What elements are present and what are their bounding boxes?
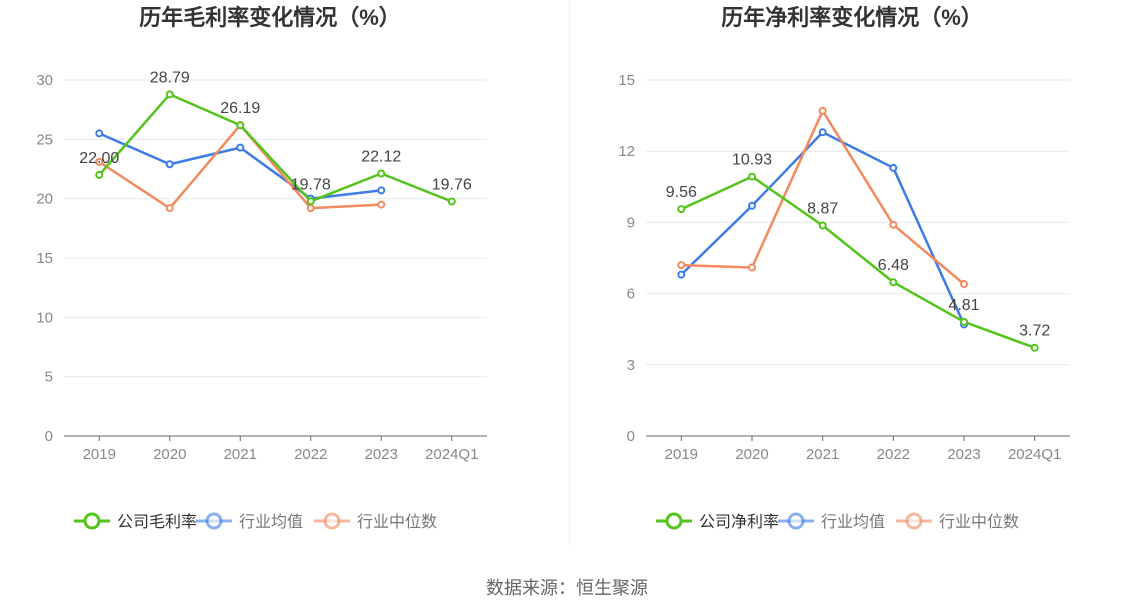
- data-label: 19.78: [291, 176, 331, 193]
- legend-item: 行业中位数: [314, 512, 437, 531]
- data-point: [960, 280, 968, 289]
- data-point: [306, 204, 315, 213]
- chart-divider: [569, 0, 570, 545]
- data-point: [677, 261, 686, 270]
- data-label: 26.19: [220, 100, 260, 117]
- x-tick-label: 2020: [153, 446, 186, 463]
- x-tick-label: 2022: [877, 446, 910, 463]
- legend-marker: [205, 512, 223, 530]
- net-margin-chart: 历年净利率变化情况（%） 0 3 6 9 12 15 2019 2020 2021 2022 2023…: [618, 5, 1070, 531]
- legend-marker: [665, 512, 683, 530]
- y-tick-label: 15: [36, 250, 53, 267]
- y-tick-label: 15: [618, 72, 635, 89]
- y-tick-label: 12: [618, 143, 635, 160]
- y-tick-label: 5: [45, 369, 53, 386]
- series-line: [98, 93, 453, 203]
- data-point: [95, 170, 104, 179]
- x-tick-label: 2019: [665, 446, 698, 463]
- data-point: [377, 200, 386, 209]
- data-point: [889, 163, 898, 172]
- legend-item: 公司净利率: [656, 512, 779, 531]
- data-point: [889, 220, 898, 229]
- data-point: [818, 106, 827, 115]
- x-tick-label: 2022: [294, 446, 327, 463]
- legend-marker: [323, 512, 341, 530]
- data-point: [306, 197, 315, 206]
- data-point: [748, 201, 756, 210]
- data-label: 22.12: [361, 149, 401, 166]
- data-point: [95, 129, 104, 138]
- y-tick-label: 3: [627, 357, 635, 374]
- data-point: [377, 169, 386, 178]
- chart-title: 历年毛利率变化情况（%）: [139, 5, 401, 30]
- y-tick-label: 9: [627, 214, 635, 231]
- data-point: [377, 186, 386, 195]
- x-tick-label: 2023: [947, 446, 980, 463]
- legend-item: 公司毛利率: [74, 512, 197, 531]
- x-tick-label: 2020: [735, 446, 768, 463]
- data-label: 19.76: [432, 177, 472, 194]
- legend-label: 公司毛利率: [117, 513, 197, 531]
- x-tick-label: 2021: [224, 446, 257, 463]
- x-tick-label: 2021: [806, 446, 839, 463]
- legend-item: 行业均值: [196, 512, 303, 531]
- x-tick-label: 2024Q1: [1008, 446, 1061, 463]
- data-label: 10.93: [732, 152, 772, 169]
- data-point: [1030, 343, 1039, 352]
- data-label: 6.48: [878, 257, 909, 274]
- y-tick-label: 0: [45, 428, 53, 445]
- y-tick-label: 10: [36, 309, 53, 326]
- legend-label: 行业均值: [239, 513, 303, 531]
- legend-item: 行业均值: [778, 512, 885, 531]
- data-point: [748, 263, 756, 272]
- data-point: [95, 157, 104, 166]
- data-label: 28.79: [150, 69, 190, 86]
- y-tick-label: 0: [627, 428, 635, 445]
- data-label: 4.81: [948, 297, 979, 314]
- x-tick-label: 2019: [83, 446, 116, 463]
- data-point: [165, 160, 174, 169]
- legend-item: 行业中位数: [896, 512, 1019, 531]
- data-point: [236, 121, 245, 130]
- data-point: [818, 128, 827, 137]
- data-point: [677, 270, 686, 279]
- series-line: [681, 109, 965, 286]
- data-point: [889, 278, 898, 287]
- y-tick-label: 30: [36, 72, 53, 89]
- legend-label: 公司净利率: [699, 513, 779, 531]
- data-point: [165, 204, 174, 213]
- y-tick-label: 25: [36, 131, 53, 148]
- y-tick-label: 20: [36, 191, 53, 208]
- legend-label: 行业均值: [821, 513, 885, 531]
- x-tick-label: 2023: [365, 446, 398, 463]
- legend-marker: [83, 512, 101, 530]
- series-line: [680, 175, 1036, 349]
- y-tick-label: 6: [627, 286, 635, 303]
- data-label: 22.00: [79, 150, 119, 167]
- data-point: [960, 317, 968, 326]
- data-point: [818, 221, 827, 230]
- legend-marker: [787, 512, 805, 530]
- data-label: 9.56: [666, 184, 697, 201]
- data-source-note: 数据来源：恒生聚源: [486, 578, 648, 598]
- data-label: 3.72: [1019, 323, 1050, 340]
- data-point: [165, 90, 174, 99]
- legend-label: 行业中位数: [357, 513, 437, 531]
- gross-margin-chart: 历年毛利率变化情况（%） 0 5 10 15 20 25 30 2019 2020 2021 2022…: [36, 5, 487, 531]
- chart-title: 历年净利率变化情况（%）: [721, 5, 983, 30]
- legend-marker: [905, 512, 923, 530]
- data-label: 8.87: [807, 200, 838, 217]
- x-tick-label: 2024Q1: [425, 446, 478, 463]
- data-point: [236, 143, 245, 152]
- data-point: [447, 197, 456, 206]
- data-point: [677, 205, 686, 214]
- legend-label: 行业中位数: [939, 513, 1019, 531]
- data-point: [748, 172, 756, 181]
